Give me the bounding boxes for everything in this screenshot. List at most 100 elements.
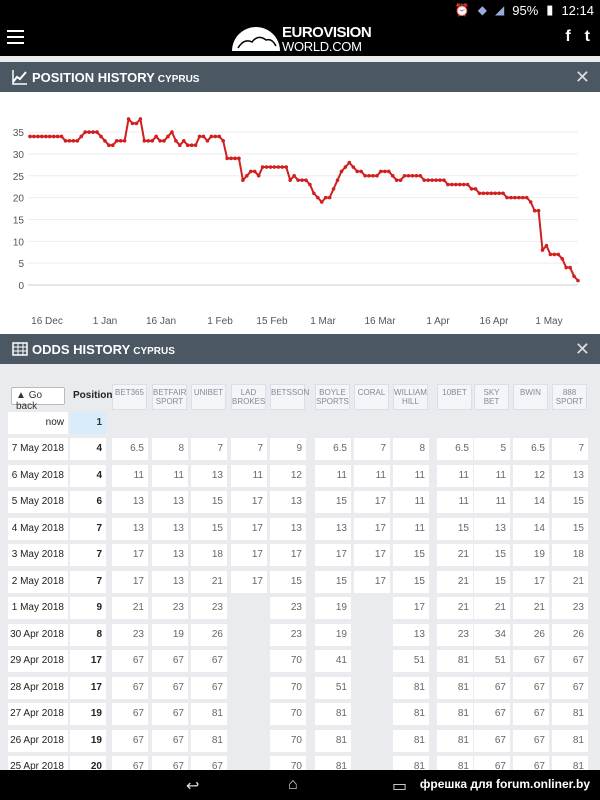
data-point [55, 134, 60, 139]
close-icon[interactable]: ✕ [574, 67, 590, 87]
menu-icon[interactable] [7, 30, 24, 44]
panel-country: CYPRUS [133, 346, 175, 357]
globe-logo-icon [232, 27, 280, 51]
data-point [264, 165, 269, 169]
data-point [335, 178, 340, 182]
bookmaker-header: BET365 [112, 384, 147, 410]
data-point [469, 187, 474, 191]
back-nav-icon[interactable]: ↩ [186, 778, 200, 795]
odds-cell: 26 [513, 623, 549, 646]
home-nav-icon[interactable]: ⌂ [288, 776, 298, 793]
data-point [304, 178, 308, 182]
data-point [193, 143, 198, 148]
data-point [178, 143, 182, 148]
odds-cell: 13 [152, 491, 188, 513]
site-logo[interactable]: EUROVISION WORLD.COM [230, 22, 380, 54]
data-point [505, 195, 509, 200]
odds-cell: 11 [474, 491, 510, 513]
data-point [300, 178, 304, 182]
odds-cell: 7 [191, 438, 227, 460]
odds-cell: 7 [354, 438, 390, 460]
odds-cell: 11 [152, 464, 188, 487]
odds-cell: 11 [437, 464, 473, 487]
recents-nav-icon[interactable]: ▭ [392, 778, 408, 795]
now-label: now [8, 412, 68, 434]
series-line [30, 116, 579, 282]
odds-cell: 23 [437, 623, 473, 646]
x-tick-label: 16 Jan [146, 316, 176, 327]
odds-cell: 21 [474, 597, 510, 619]
odds-cell: 11 [315, 464, 351, 487]
table-icon [12, 342, 28, 356]
odds-cell: 17 [315, 544, 351, 566]
odds-cell: 11 [112, 464, 148, 487]
odds-cell: 8 [393, 438, 429, 460]
x-tick-label: 16 Dec [31, 316, 63, 327]
odds-cell: 70 [270, 650, 306, 672]
data-point [134, 121, 139, 126]
data-point [426, 178, 430, 182]
data-point [327, 195, 332, 200]
odds-cell: 5 [474, 438, 510, 460]
data-point [95, 130, 99, 134]
odds-cell: 67 [152, 729, 188, 752]
odds-cell: 23 [270, 597, 306, 619]
odds-cell: 81 [552, 729, 588, 752]
row-position: 17 [70, 676, 106, 699]
data-point [339, 169, 344, 174]
odds-cell: 67 [552, 650, 588, 672]
data-point [260, 165, 265, 169]
row-date: 30 Apr 2018 [8, 623, 68, 646]
data-point [276, 165, 281, 169]
data-point [379, 169, 383, 174]
twitter-icon[interactable]: t [584, 28, 590, 45]
data-point [528, 200, 533, 204]
odds-cell: 67 [152, 756, 188, 770]
odds-cell: 17 [231, 517, 267, 540]
logo-text-top: EUROVISION [282, 24, 372, 41]
data-point [536, 208, 541, 213]
odds-cell: 34 [474, 623, 510, 646]
data-point [114, 139, 119, 143]
data-point [288, 178, 293, 182]
odds-table: ▲ Go back Position BET365 BETFAIR SPORT UN… [0, 364, 600, 770]
y-tick-label: 10 [13, 237, 25, 248]
position-history-header: POSITION HISTORY CYPRUS ✕ [0, 62, 600, 92]
odds-cell: 11 [231, 464, 267, 487]
odds-cell: 67 [191, 756, 227, 770]
odds-cell: 19 [315, 597, 351, 619]
row-position: 19 [70, 729, 106, 752]
odds-cell: 51 [393, 650, 429, 672]
data-point [351, 165, 356, 169]
odds-row: 29 Apr 2018 17 67 67 67 70 41 51 81 51 67 67 [0, 650, 600, 672]
data-point [493, 191, 498, 196]
odds-cell: 21 [513, 597, 549, 619]
odds-row: 4 May 2018 7 13 13 15 17 13 13 17 11 15 13 14 15 [0, 517, 600, 540]
odds-cell: 15 [474, 544, 510, 566]
odds-cell: 67 [474, 676, 510, 699]
data-point [280, 165, 285, 169]
data-point [312, 191, 316, 196]
odds-cell: 23 [270, 623, 306, 646]
data-point [237, 156, 241, 161]
close-icon[interactable]: ✕ [574, 339, 590, 359]
go-back-button[interactable]: ▲ Go back [11, 387, 65, 412]
bookmaker-header: LAD BROKES [231, 384, 266, 410]
data-point [166, 134, 170, 139]
odds-cell: 17 [270, 544, 306, 566]
data-point [146, 139, 151, 143]
now-row: now 1 [0, 412, 600, 434]
odds-cell: 21 [112, 597, 148, 619]
row-position: 8 [70, 623, 106, 646]
odds-cell: 13 [152, 517, 188, 540]
row-position: 4 [70, 438, 106, 460]
odds-cell: 81 [315, 756, 351, 770]
y-tick-label: 0 [18, 281, 24, 292]
odds-cell: 17 [112, 570, 148, 593]
data-point [410, 173, 415, 178]
odds-row: 28 Apr 2018 17 67 67 67 70 51 81 81 67 67 67 [0, 676, 600, 699]
odds-cell: 41 [315, 650, 351, 672]
data-point [343, 165, 348, 169]
facebook-icon[interactable]: f [565, 28, 571, 45]
odds-cell: 7 [552, 438, 588, 460]
